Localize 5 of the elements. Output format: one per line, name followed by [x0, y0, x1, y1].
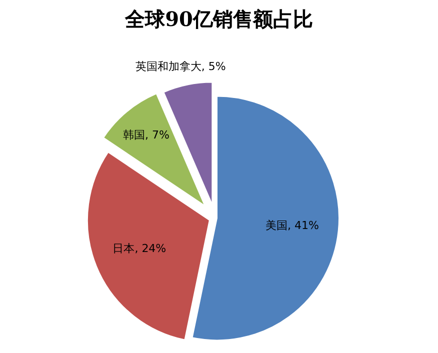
slice-label: 韩国, 7%	[123, 128, 170, 142]
slice-label: 美国, 41%	[266, 218, 319, 232]
chart-title: 全球90亿销售额占比	[124, 7, 313, 31]
slice-label: 日本, 24%	[112, 242, 166, 255]
slice-label: 英国和加拿大, 5%	[135, 60, 226, 74]
